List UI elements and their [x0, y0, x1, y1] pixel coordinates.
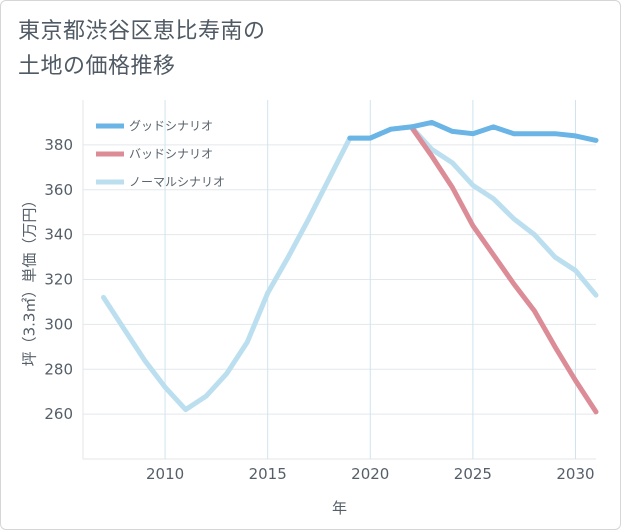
series-line-bcdff0 — [101, 124, 599, 413]
legend-label: ノーマルシナリオ — [129, 175, 225, 189]
y-tick-label: 300 — [44, 315, 73, 333]
series-lines — [101, 119, 599, 415]
x-tick-label: 2015 — [249, 465, 287, 483]
series-line-dc8c96 — [408, 124, 599, 415]
grid — [82, 100, 596, 460]
x-tick-label: 2025 — [454, 465, 492, 483]
y-tick-label: 320 — [44, 271, 73, 289]
legend-label: グッドシナリオ — [129, 119, 213, 133]
x-tick-label: 2020 — [351, 465, 389, 483]
y-tick-label: 280 — [44, 360, 73, 378]
legend-label: バッドシナリオ — [129, 147, 213, 161]
x-tick-label: 2010 — [146, 465, 184, 483]
y-tick-label: 380 — [44, 136, 73, 154]
y-tick-label: 260 — [44, 405, 73, 423]
chart-title: 東京都渋谷区恵比寿南の 土地の価格推移 — [18, 14, 418, 84]
x-tick-label: 2030 — [556, 465, 594, 483]
y-tick-label: 340 — [44, 226, 73, 244]
y-tick-label: 360 — [44, 181, 73, 199]
x-axis-label: 年 — [332, 499, 347, 517]
tick-labels: 260 280 300 320 340 360 380 2010 2015 2020 2025 203… — [44, 136, 594, 483]
y-axis-label: 坪（3.3㎡）単価（万円） — [21, 193, 39, 367]
chart-title-line1: 東京都渋谷区恵比寿南の — [18, 19, 266, 44]
series-line-6ab4e6 — [347, 119, 599, 143]
chart-title-line2: 土地の価格推移 — [18, 54, 176, 79]
